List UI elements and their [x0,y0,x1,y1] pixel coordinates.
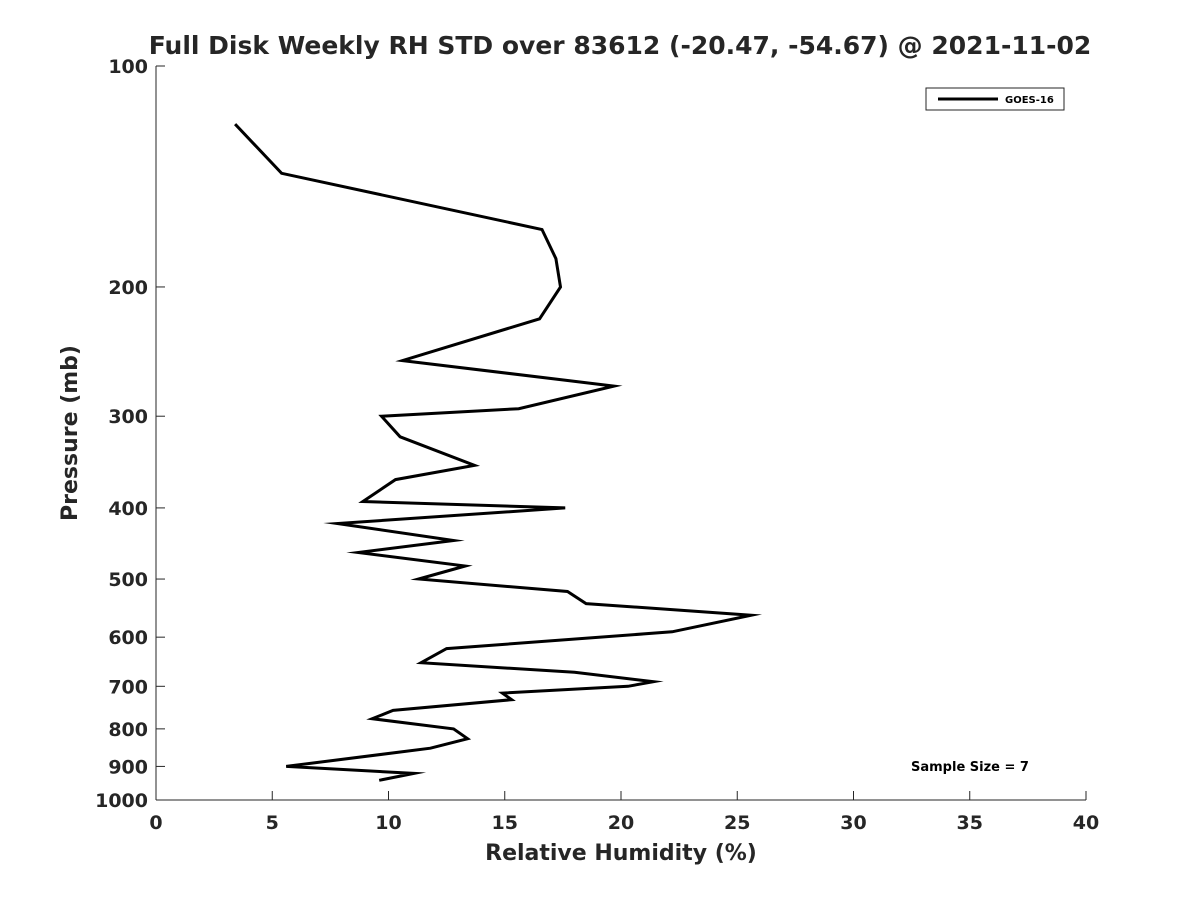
x-axis-ticks: 0 5 10 15 20 25 30 35 40 [149,791,1099,834]
x-tick-label: 20 [608,812,634,834]
x-tick-label: 40 [1073,812,1099,834]
y-tick-label: 700 [108,676,148,698]
x-tick-label: 0 [149,812,162,834]
x-tick-label: 15 [492,812,518,834]
x-tick-label: 25 [724,812,750,834]
y-tick-label: 800 [108,719,148,741]
y-tick-label: 900 [108,756,148,778]
series-line-goes-16 [234,123,763,782]
x-tick-label: 30 [840,812,866,834]
x-tick-label: 35 [957,812,983,834]
x-tick-label: 5 [266,812,279,834]
y-tick-label: 500 [108,569,148,591]
legend: GOES-16 [925,87,1065,111]
legend-label-goes-16: GOES-16 [1005,95,1054,106]
y-tick-label: 400 [108,498,148,520]
y-tick-label: 300 [108,406,148,428]
chart-title: Full Disk Weekly RH STD over 83612 (-20.… [149,31,1092,60]
y-axis-ticks: 100 200 300 400 500 600 700 800 900 1000 [95,56,165,812]
y-tick-label: 1000 [95,790,148,812]
x-axis-label: Relative Humidity (%) [485,841,757,866]
series-layer [234,123,763,782]
y-tick-label: 600 [108,627,148,649]
x-tick-label: 10 [375,812,401,834]
sample-size-annotation: Sample Size = 7 [911,760,1029,775]
y-tick-label: 200 [108,277,148,299]
y-axis-label: Pressure (mb) [58,345,83,521]
y-tick-label: 100 [108,56,148,78]
